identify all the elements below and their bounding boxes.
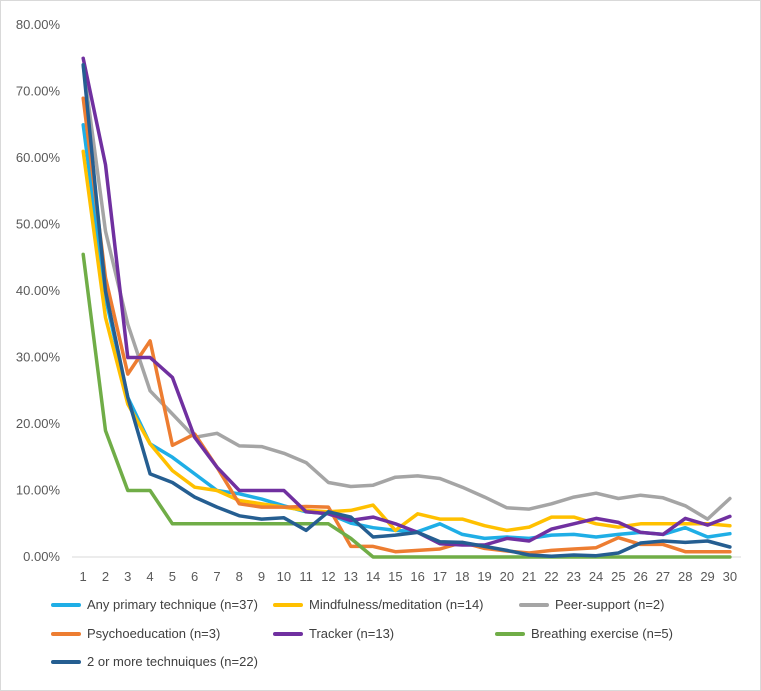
x-tick-label: 9 [258,569,265,584]
x-tick-label: 6 [191,569,198,584]
legend-label: Psychoeducation (n=3) [87,626,221,641]
x-tick-label: 15 [388,569,402,584]
legend-item-mindfulness: Mindfulness/meditation (n=14) [273,597,484,612]
x-tick-label: 11 [299,569,313,584]
y-tick-label: 80.00% [16,17,61,32]
series-line-2 [81,63,732,521]
legend-swatch [495,631,525,636]
x-tick-label: 17 [433,569,447,584]
x-tick-label: 16 [410,569,424,584]
y-tick-label: 40.00% [16,283,61,298]
legend-swatch [51,602,81,607]
x-tick-label: 10 [277,569,291,584]
x-tick-label: 23 [567,569,581,584]
series-line-5 [81,252,732,559]
x-tick-label: 8 [236,569,243,584]
legend-swatch [51,631,81,636]
x-tick-label: 5 [169,569,176,584]
y-tick-label: 60.00% [16,150,61,165]
x-tick-label: 28 [678,569,692,584]
x-tick-label: 7 [213,569,220,584]
y-tick-label: 20.00% [16,416,61,431]
x-tick-label: 29 [700,569,714,584]
x-tick-label: 27 [656,569,670,584]
x-tick-label: 18 [455,569,469,584]
y-axis-ticks: 0.00% 10.00% 20.00% 30.00% 40.00% 50.00% 60.00… [16,17,61,564]
legend-label: Tracker (n=13) [309,626,395,641]
legend-label: Any primary technique (n=37) [87,597,258,612]
legend-swatch [51,659,81,664]
x-tick-label: 13 [344,569,358,584]
legend-swatch [273,602,303,607]
y-tick-label: 0.00% [23,549,60,564]
x-axis-ticks: 1 2 3 4 5 6 7 8 9 10 11 12 13 14 15 16 17 18 19 20 21 22 23 24 2… [80,569,738,584]
x-tick-label: 26 [633,569,647,584]
legend-item-tracker: Tracker (n=13) [273,626,394,641]
x-tick-label: 30 [723,569,737,584]
legend-item-two-or-more: 2 or more technuiques (n=22) [51,654,258,669]
legend-item-breathing: Breathing exercise (n=5) [495,626,673,641]
series-line-0 [81,123,732,541]
legend-item-psychoeducation: Psychoeducation (n=3) [51,626,220,641]
legend-swatch [273,631,303,636]
series-line-1 [81,149,732,533]
legend-item-any-primary: Any primary technique (n=37) [51,597,258,612]
series-line-6 [81,63,732,559]
series-line-4 [81,56,732,547]
x-tick-label: 4 [146,569,153,584]
x-tick-label: 1 [80,569,87,584]
line-chart: 0.00% 10.00% 20.00% 30.00% 40.00% 50.00% 60.00… [16,17,741,584]
legend-label: 2 or more technuiques (n=22) [87,654,258,669]
x-tick-label: 12 [321,569,335,584]
series-lines [81,56,732,559]
x-tick-label: 3 [124,569,131,584]
x-tick-label: 20 [500,569,514,584]
legend-swatch [519,602,549,607]
x-tick-label: 2 [102,569,109,584]
x-tick-label: 24 [589,569,603,584]
legend-label: Peer-support (n=2) [555,597,665,612]
series-line-3 [81,96,732,555]
x-tick-label: 21 [522,569,536,584]
y-tick-label: 10.00% [16,483,61,498]
legend-label: Breathing exercise (n=5) [531,626,673,641]
legend-item-peer-support: Peer-support (n=2) [519,597,664,612]
y-tick-label: 50.00% [16,217,61,232]
x-tick-label: 14 [366,569,380,584]
legend-label: Mindfulness/meditation (n=14) [309,597,484,612]
y-tick-label: 70.00% [16,84,61,99]
x-tick-label: 25 [611,569,625,584]
x-tick-label: 19 [477,569,491,584]
x-tick-label: 22 [544,569,558,584]
y-tick-label: 30.00% [16,350,61,365]
